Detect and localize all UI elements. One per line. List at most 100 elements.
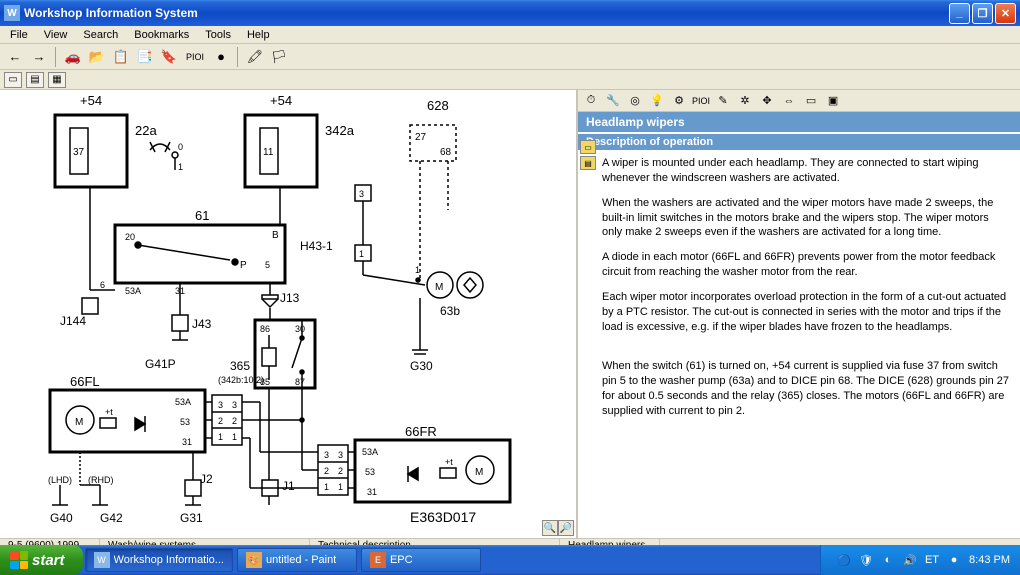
svg-text:J43: J43: [192, 317, 212, 331]
tray-icon-2[interactable]: 🛡: [859, 553, 873, 567]
svg-text:342a: 342a: [325, 123, 355, 138]
wiring-diagram: +54 +54 37 22a 0 1 11 342a: [0, 90, 578, 538]
tab-2[interactable]: ▤: [26, 72, 44, 88]
flag-icon[interactable]: 🏳: [268, 46, 290, 68]
tray-icon-4[interactable]: 🔊: [903, 553, 917, 567]
svg-text:(LHD): (LHD): [48, 475, 72, 485]
svg-text:M: M: [435, 282, 443, 293]
car-icon[interactable]: 🚗: [62, 46, 84, 68]
task-label: EPC: [390, 554, 413, 566]
info-para-5: When the switch (61) is turned on, +54 c…: [602, 359, 1010, 418]
open-icon[interactable]: 📂: [86, 46, 108, 68]
pioi-button[interactable]: PIOI: [182, 46, 208, 68]
move-icon[interactable]: ✥: [758, 92, 776, 110]
svg-text:G40: G40: [50, 511, 73, 525]
pencil-icon[interactable]: ✎: [714, 92, 732, 110]
svg-text:E363D017: E363D017: [410, 509, 476, 525]
svg-text:20: 20: [125, 232, 135, 242]
info-para-4: Each wiper motor incorporates overload p…: [602, 290, 1010, 335]
taskbar-item-workshop[interactable]: W Workshop Informatio...: [85, 548, 233, 572]
epc-icon: E: [370, 552, 386, 568]
book-icon[interactable]: 📑: [134, 46, 156, 68]
maximize-button[interactable]: ❐: [972, 3, 993, 24]
arrows-icon[interactable]: ⇔: [780, 92, 798, 110]
menu-help[interactable]: Help: [239, 27, 278, 43]
app-icon: W: [4, 5, 20, 21]
bookmark-icon[interactable]: 🔖: [158, 46, 180, 68]
svg-text:+54: +54: [80, 93, 102, 108]
info-icon[interactable]: ●: [210, 46, 232, 68]
ring-icon[interactable]: ◎: [626, 92, 644, 110]
svg-text:31: 31: [182, 437, 192, 447]
svg-text:1: 1: [324, 482, 329, 492]
task-label: untitled - Paint: [266, 554, 336, 566]
start-button[interactable]: start: [0, 545, 83, 575]
svg-text:365: 365: [230, 359, 250, 373]
window-controls: _ ❐ ✕: [949, 3, 1016, 24]
back-button[interactable]: ←: [4, 46, 26, 68]
menu-file[interactable]: File: [2, 27, 36, 43]
info-subheader: Description of operation: [578, 134, 1020, 150]
menu-bookmarks[interactable]: Bookmarks: [126, 27, 197, 43]
menu-view[interactable]: View: [36, 27, 76, 43]
svg-text:1: 1: [178, 162, 183, 172]
clock: 8:43 PM: [969, 554, 1010, 566]
svg-text:G30: G30: [410, 359, 433, 373]
forward-button[interactable]: →: [28, 46, 50, 68]
gear-icon[interactable]: ⚙: [670, 92, 688, 110]
svg-text:G31: G31: [180, 511, 203, 525]
side-icon-strip: ▭ ▤: [580, 140, 596, 170]
info-para-2: When the washers are activated and the w…: [602, 196, 1010, 241]
minimize-button[interactable]: _: [949, 3, 970, 24]
start-label: start: [32, 552, 65, 569]
side-icon-2[interactable]: ▤: [580, 156, 596, 170]
svg-text:J13: J13: [280, 291, 300, 305]
close-button[interactable]: ✕: [995, 3, 1016, 24]
svg-text:3: 3: [324, 450, 329, 460]
bulb-icon[interactable]: 💡: [648, 92, 666, 110]
pioi-button[interactable]: PIOI: [692, 92, 710, 110]
info-para-3: A diode in each motor (66FL and 66FR) pr…: [602, 250, 1010, 280]
svg-text:628: 628: [427, 98, 449, 113]
info-header: Headlamp wipers: [578, 112, 1020, 132]
svg-text:31: 31: [367, 487, 377, 497]
highlight-icon[interactable]: 🖍: [244, 46, 266, 68]
svg-text:68: 68: [440, 147, 452, 158]
taskbar: start W Workshop Informatio... 🎨 untitle…: [0, 545, 1020, 575]
svg-text:1: 1: [415, 265, 420, 275]
menu-search[interactable]: Search: [75, 27, 126, 43]
zoom-out-button[interactable]: 🔎: [558, 520, 574, 536]
info-body: A wiper is mounted under each headlamp. …: [578, 150, 1020, 435]
svg-text:J1: J1: [282, 479, 295, 493]
svg-text:22a: 22a: [135, 123, 157, 138]
svg-text:+t: +t: [105, 407, 113, 417]
tray-icon-3[interactable]: ◐: [881, 553, 895, 567]
zoom-in-button[interactable]: 🔍: [542, 520, 558, 536]
svg-text:+54: +54: [270, 93, 292, 108]
tab-strip: ▭ ▤ ▦: [0, 70, 1020, 90]
svg-text:27: 27: [415, 132, 427, 143]
window-icon[interactable]: ▭: [802, 92, 820, 110]
tab-1[interactable]: ▭: [4, 72, 22, 88]
tray-icon-1[interactable]: 🔵: [837, 553, 851, 567]
copy-icon[interactable]: 📋: [110, 46, 132, 68]
diagram-pane[interactable]: +54 +54 37 22a 0 1 11 342a: [0, 90, 578, 538]
wrench-icon[interactable]: 🔧: [604, 92, 622, 110]
window2-icon[interactable]: ▣: [824, 92, 842, 110]
timer-icon[interactable]: ⏱: [582, 92, 600, 110]
toolbar: ← → 🚗 📂 📋 📑 🔖 PIOI ● 🖍 🏳: [0, 44, 1020, 70]
side-icon-1[interactable]: ▭: [580, 140, 596, 154]
svg-text:63b: 63b: [440, 304, 460, 318]
task-label: Workshop Informatio...: [114, 554, 224, 566]
svg-text:3: 3: [359, 189, 364, 199]
svg-text:30: 30: [295, 324, 305, 334]
gear2-icon[interactable]: ✲: [736, 92, 754, 110]
tab-3[interactable]: ▦: [48, 72, 66, 88]
menu-tools[interactable]: Tools: [197, 27, 239, 43]
tray-icon-5[interactable]: ●: [947, 553, 961, 567]
taskbar-item-epc[interactable]: E EPC: [361, 548, 481, 572]
svg-text:11: 11: [263, 147, 274, 158]
svg-text:(RHD): (RHD): [88, 475, 114, 485]
taskbar-item-paint[interactable]: 🎨 untitled - Paint: [237, 548, 357, 572]
svg-text:2: 2: [324, 466, 329, 476]
